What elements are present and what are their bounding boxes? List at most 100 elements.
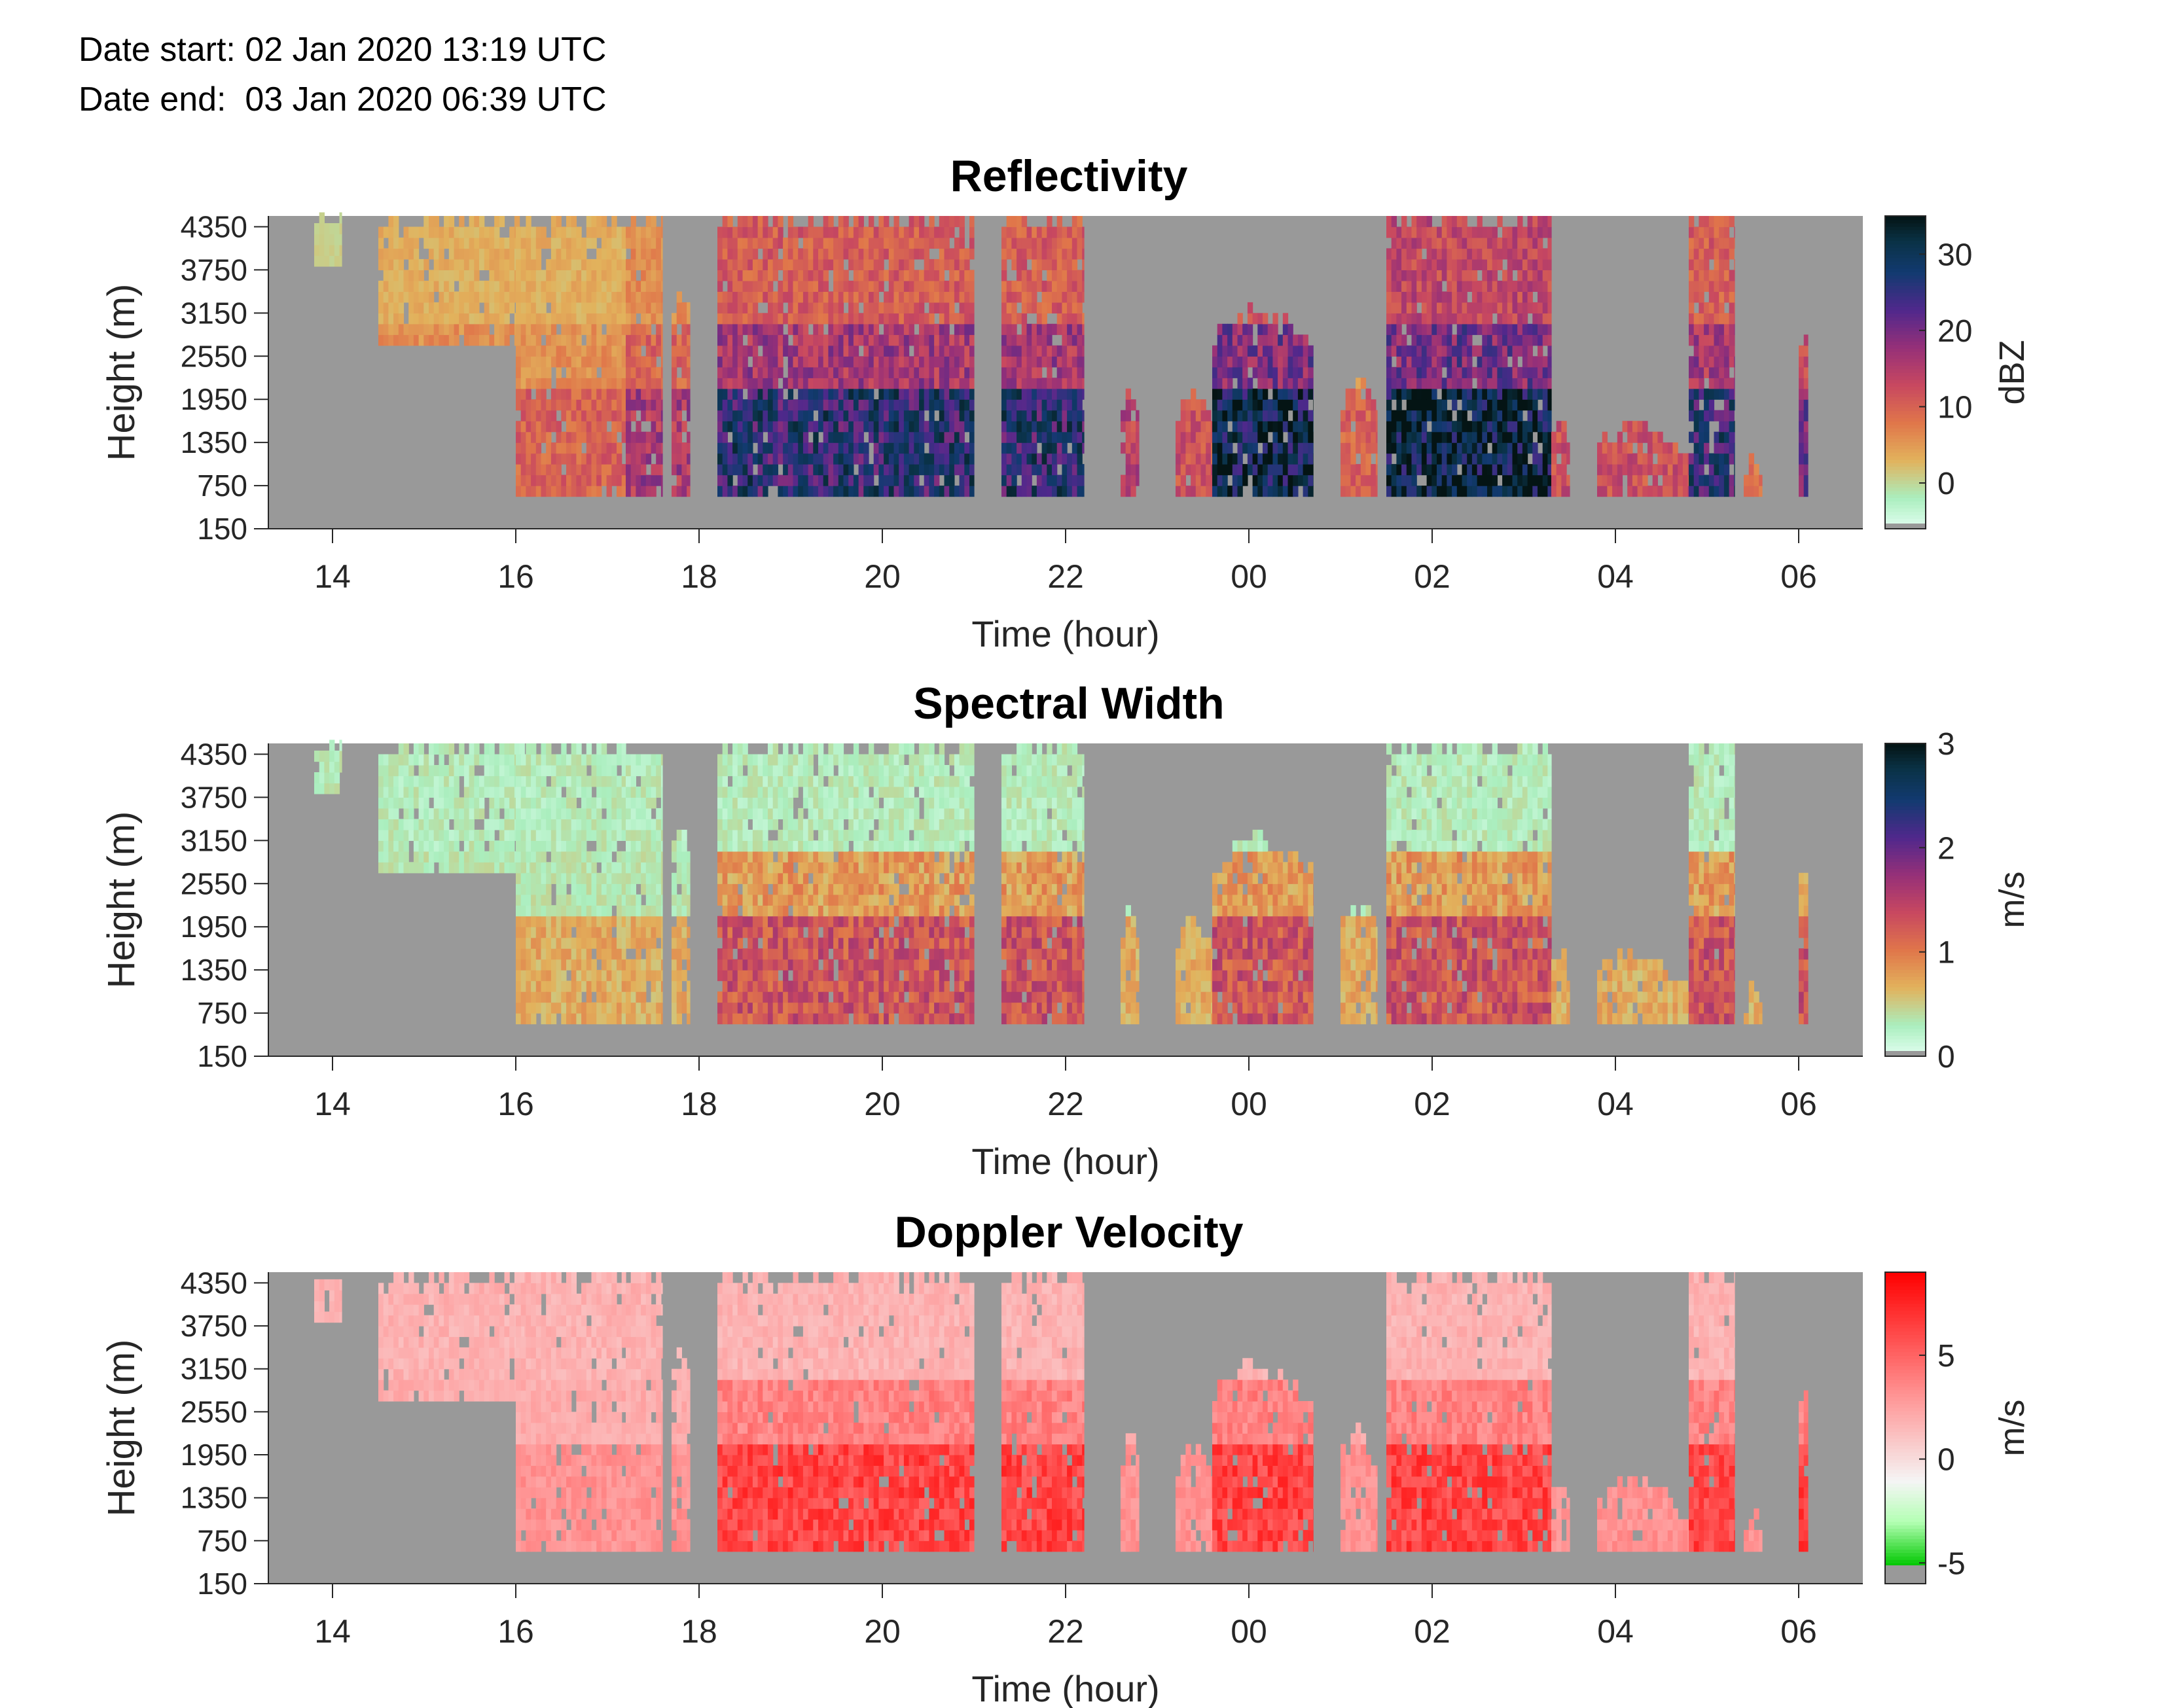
- heatmap-cell: [914, 378, 920, 389]
- heatmap-cell: [929, 323, 935, 335]
- heatmap-cell: [1341, 486, 1346, 497]
- heatmap-cell: [1517, 378, 1523, 389]
- heatmap-cell: [742, 291, 748, 303]
- heatmap-cell: [838, 464, 844, 476]
- heatmap-cell: [1431, 280, 1437, 292]
- heatmap-cell: [903, 366, 910, 378]
- heatmap-cell: [576, 313, 582, 325]
- heatmap-cell: [454, 765, 459, 777]
- heatmap-cell: [645, 334, 652, 346]
- heatmap-cell: [1067, 302, 1073, 313]
- heatmap-cell: [1391, 334, 1397, 346]
- heatmap-cell: [1406, 464, 1413, 476]
- heatmap-cell: [1492, 421, 1498, 433]
- heatmap-cell: [1512, 464, 1518, 476]
- heatmap-cell: [853, 323, 859, 335]
- heatmap-cell: [606, 313, 612, 325]
- heatmap-cell: [793, 238, 799, 249]
- heatmap-cell: [1077, 410, 1083, 421]
- heatmap-cell: [1689, 258, 1695, 270]
- heatmap-cell: [645, 366, 652, 378]
- heatmap-cell: [893, 258, 899, 270]
- heatmap-cell: [469, 302, 475, 313]
- heatmap-cell: [687, 334, 691, 346]
- heatmap-cell: [1252, 388, 1258, 400]
- heatmap-cell: [1441, 453, 1447, 465]
- heatmap-cell: [1522, 474, 1528, 486]
- heatmap-cell: [611, 345, 617, 357]
- heatmap-cell: [1487, 258, 1493, 270]
- heatmap-cell: [556, 486, 562, 497]
- colorbar-segment: [1885, 299, 1926, 304]
- heatmap-cell: [459, 743, 465, 755]
- heatmap-cell: [630, 464, 636, 476]
- heatmap-cell: [1021, 453, 1028, 465]
- heatmap-cell: [596, 216, 602, 228]
- heatmap-cell: [1396, 313, 1402, 325]
- heatmap-cell: [393, 334, 399, 346]
- heatmap-cell: [1441, 313, 1447, 325]
- heatmap-cell: [873, 453, 879, 465]
- heatmap-cell: [888, 474, 895, 486]
- heatmap-cell: [1471, 453, 1478, 465]
- heatmap-cell: [324, 255, 330, 267]
- heatmap-cell: [1350, 410, 1356, 421]
- heatmap-cell: [526, 345, 531, 357]
- heatmap-cell: [939, 323, 945, 335]
- heatmap-cell: [934, 258, 940, 270]
- heatmap-cell: [1252, 464, 1258, 476]
- heatmap-cell: [929, 421, 935, 433]
- heatmap-cell: [1467, 453, 1473, 465]
- heatmap-cell: [423, 334, 429, 346]
- heatmap-cell: [1360, 442, 1367, 454]
- heatmap-cell: [1507, 226, 1513, 238]
- heatmap-cell: [1217, 464, 1223, 476]
- heatmap-cell: [1272, 474, 1278, 486]
- heatmap-cell: [1185, 421, 1191, 433]
- heatmap-cell: [737, 258, 744, 270]
- heatmap-cell: [474, 851, 480, 863]
- heatmap-cell: [833, 410, 839, 421]
- heatmap-cell: [1406, 453, 1413, 465]
- heatmap-cell: [1512, 431, 1518, 443]
- heatmap-cell: [954, 270, 960, 281]
- heatmap-cell: [1678, 464, 1683, 476]
- heatmap-cell: [1729, 238, 1735, 249]
- colorbar-segment: [1885, 355, 1926, 359]
- heatmap-cell: [833, 323, 839, 335]
- heatmap-cell: [626, 399, 632, 411]
- heatmap-cell: [566, 410, 572, 421]
- heatmap-cell: [1467, 258, 1473, 270]
- heatmap-cell: [398, 754, 405, 766]
- heatmap-cell: [1467, 421, 1473, 433]
- heatmap-cell: [591, 270, 597, 281]
- heatmap-cell: [1052, 258, 1058, 270]
- heatmap-cell: [509, 258, 515, 270]
- heatmap-cell: [630, 291, 636, 303]
- heatmap-cell: [893, 216, 899, 228]
- heatmap-cell: [484, 323, 490, 335]
- heatmap-cell: [474, 270, 480, 281]
- heatmap-cell: [494, 775, 500, 787]
- heatmap-cell: [516, 808, 522, 819]
- heatmap-cell: [581, 291, 587, 303]
- heatmap-cell: [884, 399, 890, 411]
- heatmap-cell: [1313, 421, 1314, 433]
- heatmap-cell: [722, 270, 728, 281]
- heatmap-cell: [747, 378, 753, 389]
- heatmap-cell: [484, 819, 490, 830]
- heatmap-cell: [418, 765, 424, 777]
- heatmap-cell: [509, 775, 515, 787]
- heatmap-cell: [1052, 238, 1058, 249]
- heatmap-cell: [763, 410, 768, 421]
- heatmap-cell: [1714, 258, 1719, 270]
- heatmap-cell: [383, 765, 389, 777]
- heatmap-cell: [1227, 334, 1233, 346]
- heatmap-cell: [531, 356, 537, 368]
- heatmap-cell: [954, 431, 960, 443]
- heatmap-cell: [808, 366, 814, 378]
- heatmap-cell: [1527, 258, 1533, 270]
- heatmap-cell: [1421, 323, 1428, 335]
- heatmap-cell: [1252, 313, 1258, 325]
- heatmap-cell: [783, 399, 789, 411]
